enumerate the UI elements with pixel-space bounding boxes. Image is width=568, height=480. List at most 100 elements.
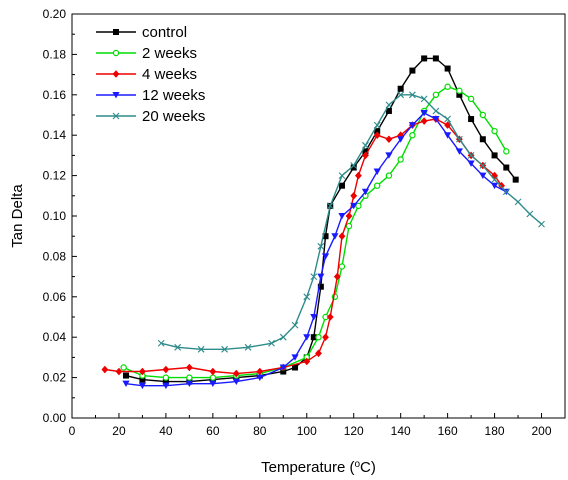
- legend-marker: [112, 49, 120, 57]
- data-point-4-weeks: [498, 181, 506, 190]
- data-point-4-weeks: [338, 232, 346, 240]
- data-point-20-weeks: [197, 345, 205, 353]
- x-tick-label: 180: [485, 424, 505, 438]
- legend-label: control: [142, 24, 187, 41]
- data-point-4-weeks: [303, 357, 311, 366]
- data-point-20-weeks: [502, 188, 510, 196]
- data-point-control: [310, 334, 317, 341]
- data-point-12-weeks: [331, 233, 339, 240]
- x-tick-label: 80: [253, 424, 267, 438]
- x-axis-title-sup: o: [354, 459, 360, 470]
- x-axis-title: Temperature (oC): [261, 459, 376, 477]
- data-point-20-weeks: [444, 115, 452, 123]
- data-point-control: [338, 182, 345, 189]
- x-axis-title-prefix: Temperature (: [261, 459, 354, 476]
- series-12-weeks: [122, 109, 510, 390]
- legend-item-12-weeks: 12 weeks: [96, 87, 205, 104]
- data-point-12-weeks: [361, 188, 370, 196]
- data-point-20-weeks: [303, 293, 311, 301]
- legend-marker: [112, 70, 120, 78]
- data-point-4-weeks: [333, 272, 341, 281]
- x-axis-title-suffix: C): [360, 459, 376, 476]
- data-point-20-weeks: [491, 176, 498, 184]
- y-tick-label: 0.08: [43, 249, 67, 263]
- y-tick-label: 0.20: [43, 7, 67, 21]
- legend-label: 12 weeks: [142, 87, 205, 104]
- x-tick-label: 200: [532, 424, 552, 438]
- data-point-20-weeks: [397, 91, 405, 99]
- data-point-20-weeks: [467, 152, 475, 159]
- data-point-20-weeks: [291, 321, 299, 329]
- data-point-2-weeks: [162, 374, 170, 381]
- data-point-12-weeks: [432, 116, 440, 123]
- data-point-4-weeks: [420, 117, 428, 125]
- data-point-4-weeks: [355, 171, 362, 180]
- data-point-20-weeks: [244, 343, 252, 351]
- data-point-20-weeks: [385, 101, 393, 109]
- data-point-4-weeks: [322, 333, 329, 341]
- data-point-20-weeks: [317, 242, 325, 250]
- data-point-2-weeks: [456, 87, 463, 94]
- data-point-12-weeks: [467, 160, 475, 167]
- data-point-4-weeks: [362, 151, 369, 160]
- data-point-12-weeks: [209, 380, 217, 388]
- data-point-control: [503, 164, 510, 171]
- data-point-20-weeks: [338, 172, 346, 179]
- data-point-4-weeks: [350, 192, 358, 200]
- data-point-20-weeks: [221, 345, 228, 353]
- data-point-control: [491, 152, 498, 159]
- data-point-4-weeks: [101, 365, 109, 374]
- data-point-control: [350, 164, 357, 171]
- y-tick-label: 0.14: [43, 128, 67, 142]
- series-line-4-weeks: [104, 118, 503, 375]
- data-point-2-weeks: [209, 374, 217, 381]
- data-point-12-weeks: [310, 314, 318, 321]
- legend-item-20-weeks: 20 weeks: [96, 108, 205, 125]
- legend-item-4-weeks: 4 weeks: [96, 66, 197, 83]
- x-tick-label: 100: [297, 424, 317, 438]
- data-point-4-weeks: [232, 369, 240, 378]
- x-tick-label: 20: [112, 424, 126, 438]
- data-point-control: [456, 91, 463, 98]
- series-line-2-weeks: [123, 85, 507, 379]
- data-point-2-weeks: [444, 83, 451, 90]
- data-point-12-weeks: [279, 364, 287, 371]
- legend-marker: [112, 92, 120, 99]
- data-point-control: [409, 67, 416, 74]
- data-point-12-weeks: [397, 136, 405, 143]
- data-point-control: [374, 128, 381, 135]
- data-point-2-weeks: [432, 91, 440, 99]
- data-point-4-weeks: [209, 367, 217, 376]
- data-point-control: [385, 107, 392, 114]
- data-point-control: [444, 65, 451, 72]
- data-point-20-weeks: [373, 121, 381, 129]
- y-tick-label: 0.04: [43, 330, 67, 344]
- data-point-20-weeks: [409, 91, 416, 99]
- data-point-12-weeks: [420, 109, 428, 117]
- y-tick-label: 0.00: [43, 411, 67, 425]
- data-point-4-weeks: [315, 349, 322, 358]
- y-tick-label: 0.18: [43, 47, 67, 61]
- x-tick-label: 160: [438, 424, 458, 438]
- data-point-20-weeks: [310, 273, 318, 280]
- data-point-12-weeks: [185, 380, 193, 388]
- data-point-20-weeks: [432, 107, 440, 115]
- legend-item-control: control: [96, 24, 187, 41]
- data-point-20-weeks: [268, 339, 275, 347]
- x-axis: 0 20 40 60 80 100 120 140 160 180 200: [69, 413, 552, 438]
- data-point-12-weeks: [303, 334, 311, 341]
- data-point-20-weeks: [174, 343, 182, 351]
- data-point-control: [479, 136, 486, 143]
- data-point-12-weeks: [385, 152, 393, 159]
- data-point-2-weeks: [373, 182, 381, 189]
- x-tick-label: 0: [69, 424, 76, 438]
- data-point-2-weeks: [467, 95, 475, 103]
- data-point-control: [122, 372, 129, 379]
- legend-marker: [112, 112, 120, 120]
- data-point-12-weeks: [455, 148, 463, 155]
- y-axis: 0.00 0.02 0.04 0.06 0.08 0.10 0.12 0.14 0.16 0.18…: [43, 7, 77, 425]
- y-tick-label: 0.10: [43, 209, 67, 223]
- data-point-2-weeks: [385, 172, 393, 179]
- data-point-12-weeks: [317, 273, 325, 280]
